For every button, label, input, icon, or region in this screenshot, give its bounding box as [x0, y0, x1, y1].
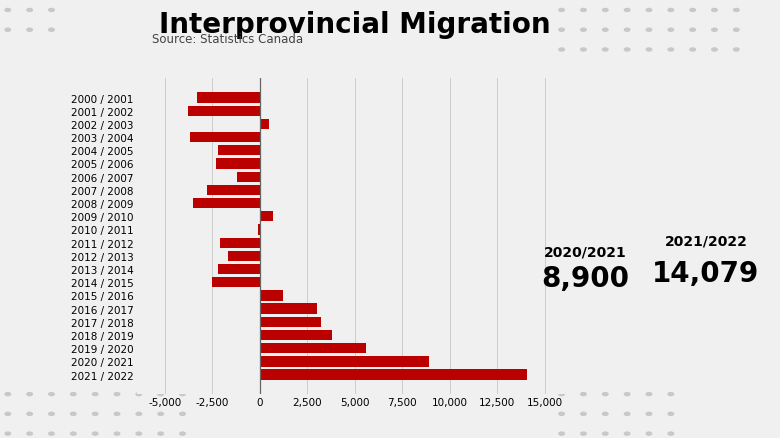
Bar [258, 225, 260, 235]
Bar [193, 198, 260, 209]
Bar [260, 291, 282, 301]
Text: 8,900: 8,900 [541, 264, 629, 292]
Text: 2020/2021: 2020/2021 [544, 245, 626, 259]
Bar [212, 277, 260, 288]
Bar [237, 172, 260, 182]
Bar [228, 251, 260, 261]
Bar [260, 330, 332, 340]
Bar [260, 357, 429, 367]
Text: 2021/2022: 2021/2022 [665, 234, 747, 248]
Bar [260, 317, 321, 327]
Bar [216, 159, 260, 169]
Bar [197, 93, 260, 103]
Bar [260, 370, 527, 380]
Bar [260, 343, 367, 353]
Bar [218, 264, 260, 275]
Bar [190, 133, 260, 143]
Bar [260, 304, 317, 314]
Bar [220, 238, 260, 248]
Bar [260, 120, 269, 130]
Bar [207, 185, 260, 196]
Text: Interprovincial Migration: Interprovincial Migration [159, 11, 551, 39]
Bar [260, 212, 273, 222]
Bar [218, 146, 260, 156]
Bar [188, 106, 260, 117]
Text: 14,079: 14,079 [652, 260, 760, 288]
Text: Source: Statistics Canada: Source: Statistics Canada [152, 33, 303, 46]
